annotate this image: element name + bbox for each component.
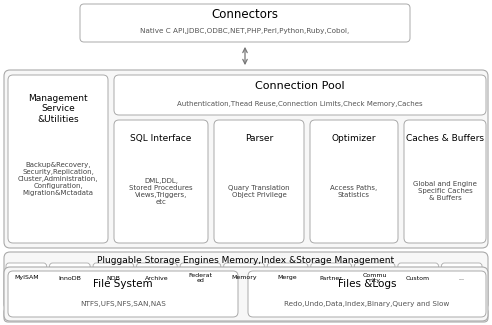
Text: SQL Interface: SQL Interface bbox=[130, 134, 192, 143]
FancyBboxPatch shape bbox=[180, 263, 221, 293]
Text: Parser: Parser bbox=[245, 134, 273, 143]
FancyBboxPatch shape bbox=[4, 308, 488, 322]
FancyBboxPatch shape bbox=[114, 75, 486, 115]
Text: Files &Logs: Files &Logs bbox=[338, 279, 396, 289]
Text: Authentication,Thead Reuse,Connection Limits,Check Memory,Caches: Authentication,Thead Reuse,Connection Li… bbox=[177, 101, 423, 107]
FancyBboxPatch shape bbox=[4, 267, 488, 321]
Text: MyISAM: MyISAM bbox=[14, 276, 38, 280]
Text: Connectors: Connectors bbox=[212, 8, 278, 21]
Text: Memory: Memory bbox=[231, 276, 257, 280]
Text: Federat
ed: Federat ed bbox=[188, 273, 213, 283]
Text: Pluggable Storage Engines Memory,Index &Storage Management: Pluggable Storage Engines Memory,Index &… bbox=[97, 256, 395, 265]
FancyBboxPatch shape bbox=[8, 271, 238, 317]
Text: NTFS,UFS,NFS,SAN,NAS: NTFS,UFS,NFS,SAN,NAS bbox=[80, 301, 166, 307]
FancyBboxPatch shape bbox=[6, 263, 47, 293]
FancyBboxPatch shape bbox=[248, 271, 486, 317]
FancyBboxPatch shape bbox=[441, 263, 482, 293]
FancyBboxPatch shape bbox=[4, 252, 488, 310]
Text: Custom: Custom bbox=[406, 276, 430, 280]
Text: InnoDB: InnoDB bbox=[59, 276, 81, 280]
Text: Redo,Undo,Data,Index,Binary,Query and Slow: Redo,Undo,Data,Index,Binary,Query and Sl… bbox=[284, 301, 450, 307]
Text: Backup&Recovery,
Security,Replication,
Cluster,Administration,
Configuration,
Mi: Backup&Recovery, Security,Replication, C… bbox=[18, 162, 98, 196]
FancyBboxPatch shape bbox=[311, 263, 351, 293]
FancyBboxPatch shape bbox=[8, 75, 108, 243]
FancyBboxPatch shape bbox=[214, 120, 304, 243]
FancyBboxPatch shape bbox=[80, 4, 410, 42]
FancyBboxPatch shape bbox=[267, 263, 308, 293]
Text: Archive: Archive bbox=[145, 276, 169, 280]
FancyBboxPatch shape bbox=[93, 263, 134, 293]
FancyBboxPatch shape bbox=[137, 263, 177, 293]
Text: Optimizer: Optimizer bbox=[332, 134, 376, 143]
Text: Native C API,JDBC,ODBC,NET,PHP,Perl,Python,Ruby,Cobol,: Native C API,JDBC,ODBC,NET,PHP,Perl,Pyth… bbox=[140, 28, 350, 34]
Text: ...: ... bbox=[459, 276, 465, 280]
Text: Access Paths,
Statistics: Access Paths, Statistics bbox=[330, 185, 378, 198]
Text: NDB: NDB bbox=[106, 276, 121, 280]
Text: Partner: Partner bbox=[320, 276, 342, 280]
Text: Caches & Buffers: Caches & Buffers bbox=[406, 134, 484, 143]
FancyBboxPatch shape bbox=[310, 120, 398, 243]
Text: Global and Engine
Specific Caches
& Buffers: Global and Engine Specific Caches & Buff… bbox=[413, 181, 477, 202]
FancyBboxPatch shape bbox=[354, 263, 395, 293]
Text: File System: File System bbox=[93, 279, 153, 289]
Text: Connection Pool: Connection Pool bbox=[255, 81, 345, 91]
FancyBboxPatch shape bbox=[224, 263, 264, 293]
Text: DML,DDL,
Stored Procedures
Views,Triggers,
etc: DML,DDL, Stored Procedures Views,Trigger… bbox=[129, 178, 193, 205]
Text: Commu
nity: Commu nity bbox=[363, 273, 387, 283]
FancyBboxPatch shape bbox=[4, 70, 488, 248]
Text: Quary Translation
Object Privilege: Quary Translation Object Privilege bbox=[228, 185, 290, 198]
Text: Merge: Merge bbox=[277, 276, 297, 280]
Text: Management
Service
&Utilities: Management Service &Utilities bbox=[28, 94, 88, 124]
FancyBboxPatch shape bbox=[50, 263, 90, 293]
FancyBboxPatch shape bbox=[114, 120, 208, 243]
FancyBboxPatch shape bbox=[404, 120, 486, 243]
FancyBboxPatch shape bbox=[398, 263, 438, 293]
